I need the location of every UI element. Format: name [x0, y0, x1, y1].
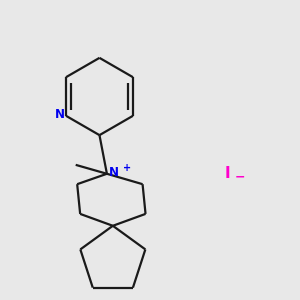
Text: −: −	[235, 171, 245, 184]
Text: +: +	[123, 164, 131, 173]
Text: N: N	[109, 166, 119, 179]
Text: N: N	[55, 108, 64, 122]
Text: I: I	[224, 166, 230, 181]
